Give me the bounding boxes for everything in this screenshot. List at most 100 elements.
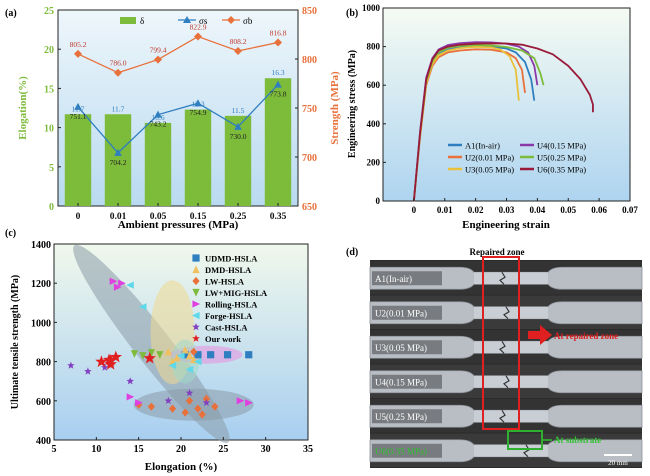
point-lw-hsla (185, 396, 194, 405)
chart-b-xtick: 0.06 (591, 205, 607, 215)
chart-b-ytick: 0 (376, 196, 381, 206)
chart-a-xtick: 0.35 (270, 212, 287, 222)
photo-background (370, 260, 642, 468)
chart-c-ylabel: Ultimate tensile strength (MPa) (10, 275, 21, 410)
label-sigma-s: 704.2 (110, 158, 127, 167)
chart-c-ytick: 400 (36, 436, 51, 447)
point-dmd-hsla (185, 351, 194, 360)
point-rolling-hsla (135, 399, 143, 407)
point-dmd-hsla (164, 347, 172, 356)
chart-a-legend-delta: δ (140, 16, 144, 26)
point-forge-hsla (138, 303, 147, 311)
point-lw-hsla (194, 404, 202, 413)
specimen-label: U2(0.01 MPa) (375, 308, 427, 318)
chart-b-xtick: 0.03 (499, 205, 515, 215)
chart-a-panel-label: (a) (5, 8, 17, 19)
bar-delta-label: 11.7 (112, 104, 125, 113)
chart-a-xtick: 0.25 (230, 212, 247, 222)
point-lw-hsla (168, 404, 177, 413)
photo-panel-d: (d) Repaired zone A1(In-air) U2(0.01 MPa)… (346, 247, 643, 468)
point-rolling-hsla (118, 279, 126, 287)
point-forge-hsla (168, 361, 177, 370)
chart-c-xlabel: Elongation (%) (145, 461, 218, 473)
chart-c-legend-marker (192, 323, 200, 331)
chart-b-xtick: 0.04 (530, 205, 546, 215)
chart-c-legend-marker (192, 288, 200, 297)
curve-U6(0.35 MPa) (412, 42, 594, 202)
chart-a-ytick-left: 15 (44, 84, 54, 95)
label-sigma-b: 805.2 (70, 40, 87, 49)
point-udmd-hsla (223, 351, 232, 359)
chart-b-group: 0 0.01 0.02 0.03 0.04 0.05 0.06 0.07 0 200 400 600 8… (346, 3, 638, 231)
point-udmd-hsla (194, 351, 202, 359)
point-rolling-hsla (245, 399, 253, 407)
chart-b-ytick: 200 (367, 157, 381, 167)
bar-delta (64, 114, 92, 206)
specimen-gauge (474, 375, 548, 388)
point-sigma-b (194, 32, 202, 41)
point-lw-hsla (181, 408, 189, 417)
point-rolling-hsla (113, 283, 122, 291)
chart-b-xtick: 0 (412, 205, 417, 215)
point-sigma-s (194, 99, 202, 107)
chart-b-legend-entry: U2(0.01 MPa) (465, 153, 514, 163)
point-sigma-b (114, 68, 122, 77)
point-forge-hsla (185, 365, 194, 374)
chart-c-xtick: 5 (52, 444, 57, 455)
point-our-work (109, 350, 122, 363)
label-sigma-s: 754.9 (190, 108, 207, 117)
specimen-label: U5(0.25 MPa) (375, 412, 427, 422)
point-rolling-hsla (109, 277, 118, 285)
chart-c-group: 5 10 15 20 25 30 35 400 600 800 1000 1200 1400 UDMD-… (5, 228, 313, 473)
chart-b-xlabel: Engineering strain (462, 219, 550, 231)
point-rolling-hsla (126, 393, 135, 401)
chart-a-xtick: 0.01 (110, 212, 127, 222)
chart-c-ytick: 1000 (31, 318, 51, 329)
specimen-label-bg (372, 305, 442, 320)
chart-a-ytick-right: 750 (302, 104, 317, 115)
bar-delta (264, 78, 292, 206)
chart-a-legend-sigma-b-marker (227, 16, 235, 24)
fracture-mark (503, 306, 510, 320)
chart-a-ytick-left: 20 (44, 45, 54, 56)
chart-c-legend-marker (192, 334, 200, 342)
chart-c-legend-marker (192, 265, 200, 274)
chart-a-ylabel: Elogation(%) (17, 76, 29, 140)
point-udmd-hsla (207, 351, 215, 359)
point-forge-hsla (176, 352, 185, 360)
bar-delta (144, 122, 172, 206)
point-udmd-hsla (245, 351, 253, 359)
specimen-label: U6(0.35 MPa) (375, 446, 427, 456)
specimen-label-bg (372, 374, 442, 389)
chart-c-legend-marker (191, 311, 200, 320)
bar-delta (224, 115, 252, 206)
chart-b-xtick: 0.07 (622, 205, 638, 215)
specimen-label: U4(0.15 MPa) (375, 377, 427, 387)
chart-a-ytick-left: 25 (44, 6, 54, 17)
label-sigma-b: 799.4 (150, 46, 167, 55)
chart-c-legend-entry: Rolling-HSLA (205, 300, 258, 310)
point-lw-hsla (190, 347, 198, 356)
chart-a-legend-sigma-b: σb (243, 16, 253, 26)
chart-b-legend-entry: U3(0.05 MPa) (465, 165, 514, 175)
point-our-work (104, 357, 117, 370)
point-lw-hsla (198, 410, 206, 419)
repaired-zone-box (482, 256, 520, 430)
repaired-zone-arrow-icon (528, 325, 552, 345)
chart-a-ytick-left: 0 (49, 202, 54, 213)
specimen-gauge (474, 341, 548, 354)
label-sigma-s: 743.2 (150, 120, 167, 129)
point-lw+mig-hsla (147, 349, 155, 357)
point-cast-hsla (202, 398, 211, 406)
point-sigma-b (154, 55, 162, 64)
chart-b-ytick: 800 (367, 42, 381, 52)
point-sigma-s (154, 110, 162, 118)
bar-delta (104, 114, 132, 206)
label-sigma-s: 730.0 (230, 132, 247, 141)
chart-c-xtick: 20 (176, 444, 186, 455)
chart-c-ytick: 600 (36, 397, 51, 408)
specimen-label-bg (372, 443, 442, 458)
point-lw-hsla (147, 402, 155, 411)
point-forge-hsla (126, 281, 134, 289)
